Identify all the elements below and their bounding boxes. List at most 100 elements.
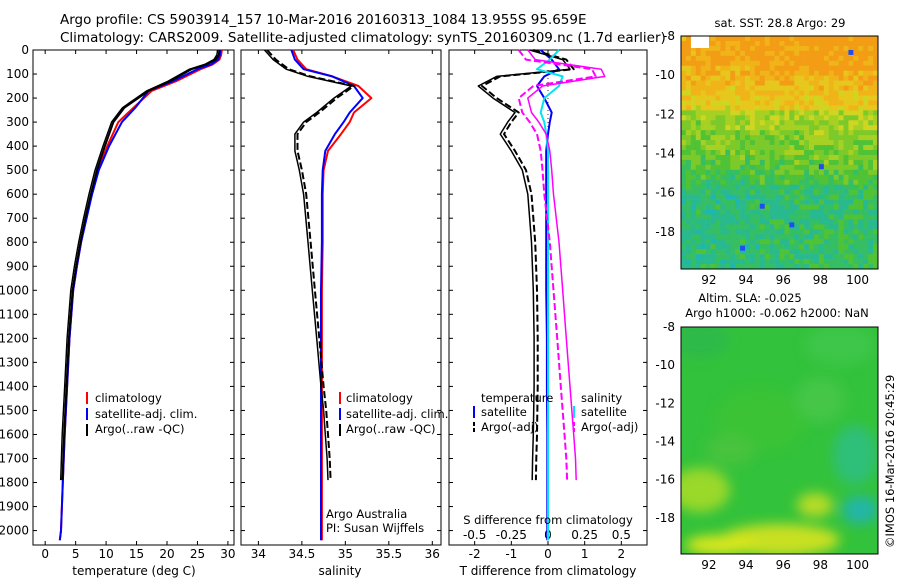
sst-map-title: sat. SST: 28.8 Argo: 29: [715, 16, 846, 30]
temperature-series-2-raw: [59, 49, 219, 481]
depth-tick-label: 800: [6, 235, 29, 249]
header-title-line2: Climatology: CARS2009. Satellite-adjuste…: [60, 30, 666, 46]
temperature-legend-satellite-label: satellite-adj. clim.: [95, 407, 197, 421]
difference-top-label: S difference from climatology: [463, 513, 633, 527]
depth-tick-label: 1100: [0, 307, 29, 321]
temperature-legend-climatology-label: climatology: [95, 391, 162, 405]
salinity-x-tick-label: 34: [251, 547, 266, 561]
temperature-x-tick-label: 10: [98, 547, 113, 561]
sla-map-y-tick-label: -18: [655, 511, 675, 525]
salinity-legend-satellite-label: satellite-adj. clim.: [346, 407, 448, 421]
sla-map-x-tick-label: 94: [738, 558, 753, 572]
sst-map-heatmap: [681, 36, 878, 269]
difference-s-tick-label: 0.25: [571, 528, 598, 542]
depth-tick-label: 1000: [0, 283, 29, 297]
header-title-line1: Argo profile: CS 5903914_157 10-Mar-2016…: [60, 12, 587, 28]
depth-tick-label: 100: [6, 67, 29, 81]
difference-x-tick-label: -2: [469, 547, 481, 561]
depth-tick-label: 0: [21, 43, 29, 57]
imos-stamp: ©IMOS 16-Mar-2016 20:45:29: [883, 375, 897, 548]
salinity-x-tick-label: 35.5: [375, 547, 402, 561]
difference-legend-sal-satellite-label: satellite: [581, 405, 627, 419]
salinity-x-label: salinity: [318, 564, 361, 578]
difference-s-tick-label: -0.25: [496, 528, 527, 542]
salinity-series-2: [266, 49, 355, 481]
difference-legend: temperature satellite Argo(-adj) salinit…: [473, 391, 638, 434]
sla-map-y-tick-label: -16: [655, 473, 675, 487]
sst-map-y-tick-label: -10: [655, 68, 675, 82]
sst-map-x-tick-label: 100: [846, 273, 869, 287]
difference-legend-temp-argo-label: Argo(-adj): [481, 420, 538, 434]
depth-tick-label: 2000: [0, 524, 29, 538]
difference-x-tick-label: 0: [544, 547, 552, 561]
sla-map-title-line2: Argo h1000: -0.062 h2000: NaN: [685, 306, 869, 320]
sla-map-title-line1: Altim. SLA: -0.025: [698, 291, 802, 305]
sst-map-x-tick-label: 94: [738, 273, 753, 287]
difference-x-label: T difference from climatology: [459, 564, 637, 578]
temperature-x-tick-label: 15: [129, 547, 144, 561]
sst-map-y-tick-label: -16: [655, 186, 675, 200]
sst-map-y-tick-label: -8: [663, 29, 675, 43]
sla-map-frame: [680, 326, 879, 555]
difference-series-2: [536, 49, 564, 541]
sla-map-x-tick-label: 92: [701, 558, 716, 572]
temperature-x-tick-label: 30: [220, 547, 235, 561]
credit-line1: Argo Australia: [326, 507, 407, 521]
sst-map-frame: [680, 35, 879, 270]
sst-map-y-tick-label: -14: [655, 146, 675, 160]
depth-tick-label: 900: [6, 259, 29, 273]
sst-map-y-tick-label: -12: [655, 107, 675, 121]
temperature-legend: climatology satellite-adj. clim. Argo(..…: [86, 391, 197, 436]
salinity-legend-argo-label: Argo(..raw -QC): [346, 422, 436, 436]
sla-map-y-tick-label: -12: [655, 396, 675, 410]
difference-s-tick-label: 0.5: [612, 528, 631, 542]
temperature-x-label: temperature (deg C): [72, 564, 195, 578]
sst-map-y-tick-label: -18: [655, 225, 675, 239]
depth-tick-label: 1700: [0, 451, 29, 465]
difference-legend-temperature-title: temperature: [481, 391, 553, 405]
temperature-legend-argo-label: Argo(..raw -QC): [95, 422, 185, 436]
temperature-panel-frame: [32, 49, 235, 546]
salinity-x-tick-label: 36: [425, 547, 440, 561]
depth-tick-label: 500: [6, 163, 29, 177]
credit-line2: PI: Susan Wijffels: [326, 521, 424, 535]
difference-legend-salinity-title: salinity: [581, 391, 622, 405]
temperature-x-tick-label: 20: [159, 547, 174, 561]
temperature-x-tick-label: 25: [190, 547, 205, 561]
sla-map-heatmap: [681, 327, 878, 554]
sla-map-y-tick-label: -14: [655, 434, 675, 448]
depth-tick-label: 300: [6, 115, 29, 129]
sla-map-x-tick-label: 100: [846, 558, 869, 572]
axes-ticks-layer: 0100200300400500600700800900100011001200…: [0, 29, 878, 572]
difference-x-tick-label: -1: [505, 547, 517, 561]
depth-tick-label: 1300: [0, 355, 29, 369]
depth-tick-label: 600: [6, 187, 29, 201]
salinity-legend-climatology-label: climatology: [346, 391, 413, 405]
temperature-x-tick-label: 5: [72, 547, 80, 561]
depth-tick-label: 1800: [0, 476, 29, 490]
sst-map-x-tick-label: 98: [813, 273, 828, 287]
difference-legend-sal-argo-label: Argo(-adj): [581, 420, 638, 434]
salinity-x-tick-label: 35: [338, 547, 353, 561]
difference-s-tick-label: -0.5: [463, 528, 486, 542]
salinity-legend: climatology satellite-adj. clim. Argo(..…: [339, 391, 448, 436]
salinity-series-2-raw: [263, 49, 353, 481]
depth-tick-label: 1400: [0, 379, 29, 393]
depth-tick-label: 1600: [0, 427, 29, 441]
difference-legend-temp-satellite-label: satellite: [481, 405, 527, 419]
depth-tick-label: 700: [6, 211, 29, 225]
difference-series-3-raw: [527, 49, 606, 481]
depth-tick-label: 400: [6, 139, 29, 153]
depth-tick-label: 200: [6, 91, 29, 105]
sla-map-x-tick-label: 98: [813, 558, 828, 572]
depth-tick-label: 1200: [0, 331, 29, 345]
difference-x-tick-label: 2: [618, 547, 626, 561]
sla-map-y-tick-label: -10: [655, 358, 675, 372]
difference-series-3: [517, 49, 597, 481]
difference-series-1-raw: [477, 49, 571, 481]
marks-layer: [58, 49, 802, 541]
depth-tick-label: 1900: [0, 500, 29, 514]
sst-missing-data: [691, 36, 709, 48]
sla-map-x-tick-label: 96: [776, 558, 791, 572]
